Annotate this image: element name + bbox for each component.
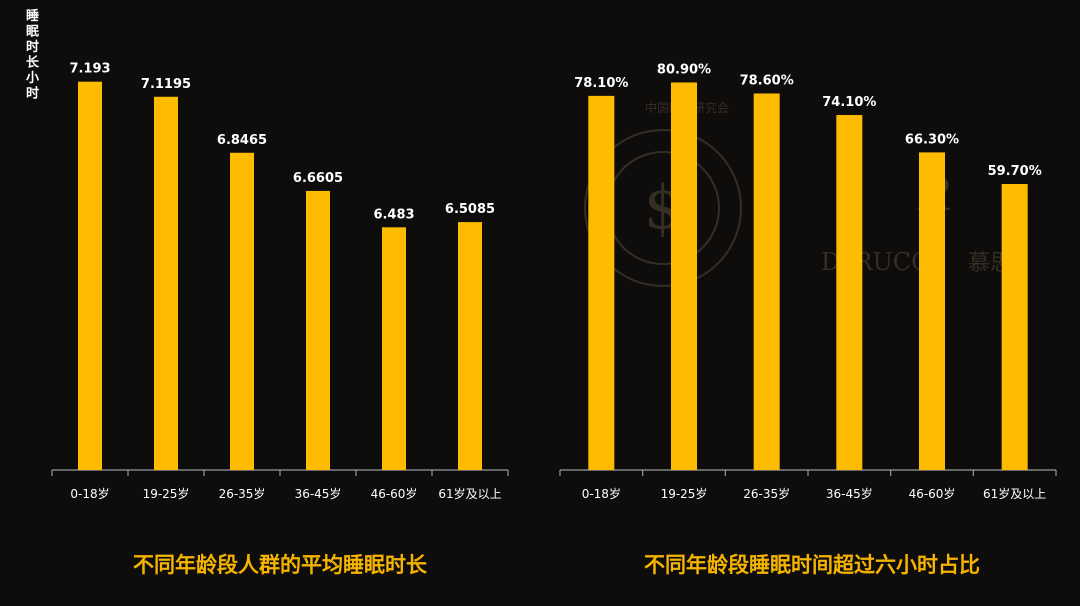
data-label: 74.10% [822,95,876,110]
x-tick-label: 26-35岁 [743,486,790,501]
bar [458,222,482,470]
data-label: 7.1195 [141,77,191,92]
bar [78,81,102,470]
x-tick-label: 36-45岁 [826,486,873,501]
chart-right: 78.10% 0-18岁 80.90% 19-25岁 78.60% 26-35岁 74.10… [559,62,1057,577]
x-tick-label: 36-45岁 [295,486,342,501]
x-tick-label: 46-60岁 [371,486,418,501]
data-label: 6.483 [373,207,414,222]
bar [306,190,330,470]
x-tick-label: 61岁及以上 [438,486,501,501]
y-axis-label: 睡眠时长小时 [26,8,40,102]
watermark: $ 中国睡眠研究会 R DeRUCCI 慕思 [584,100,1012,287]
bar [154,96,178,471]
bar [588,95,615,471]
chart-title: 不同年龄段人群的平均睡眠时长 [133,553,428,577]
data-label: 7.193 [69,62,110,77]
bar [1001,184,1028,471]
bar [919,152,945,470]
x-tick-label: 61岁及以上 [983,486,1046,501]
data-label: 6.5085 [445,202,495,217]
x-tick-label: 19-25岁 [661,486,708,501]
bar [382,227,406,470]
chart-title: 不同年龄段睡眠时间超过六小时占比 [644,553,980,577]
seal-outer-ring [584,129,742,287]
x-tick-label: 0-18岁 [582,486,621,501]
data-label: 6.8465 [217,133,267,148]
x-tick-label: 19-25岁 [143,486,190,501]
bar [230,152,254,470]
data-label: 78.60% [740,73,794,88]
data-label: 59.70% [988,164,1042,179]
data-label: 80.90% [657,62,711,77]
bar [753,93,780,470]
x-tick-label: 26-35岁 [219,486,266,501]
x-tick-label: 46-60岁 [909,486,956,501]
data-label: 78.10% [574,76,628,91]
bar [671,82,697,471]
data-label: 66.30% [905,132,959,147]
chart-left: 7.193 0-18岁 7.1195 19-25岁 6.8465 26-35岁 6.6605… [26,8,509,577]
bar [836,115,863,470]
data-label: 6.6605 [293,171,343,186]
x-tick-label: 0-18岁 [70,486,109,501]
